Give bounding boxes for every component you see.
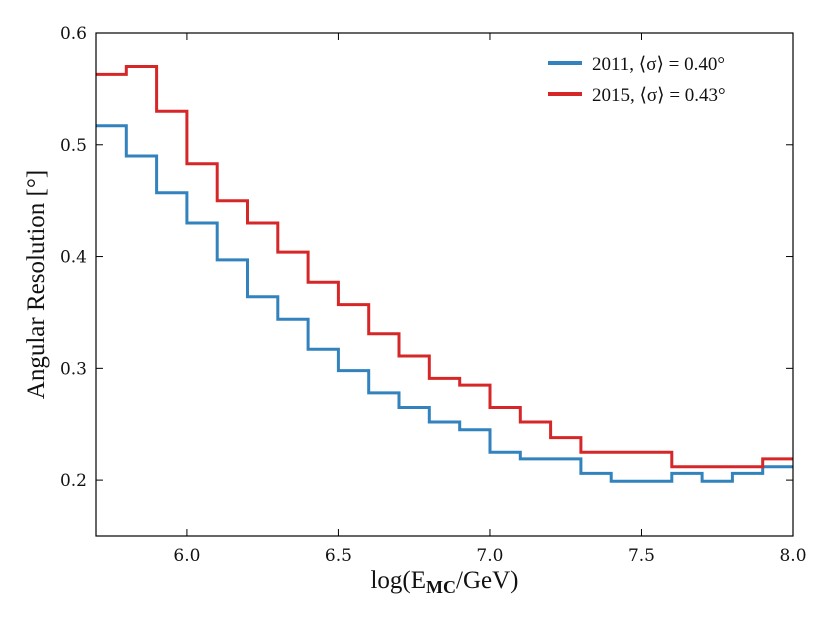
x-axis-label-tail: /GeV) [456,567,518,594]
series-line-1 [96,65,793,469]
series-line-0 [96,124,793,483]
series-layer [96,65,793,483]
legend-label-0: 2011, ⟨σ⟩ = 0.40° [592,54,725,75]
y-axis-label: Angular Resolution [°] [23,170,50,399]
y-tick-label: 0.4 [60,248,87,268]
x-axis-label-main: log(E [370,567,426,594]
legend-label-1: 2015, ⟨σ⟩ = 0.43° [592,85,726,106]
ticks-layer: 6.0 6.5 7.0 7.5 8.0 0.2 0.3 0.4 0.5 0.6 [60,24,807,566]
x-tick-label: 8.0 [779,546,806,566]
x-tick-label: 7.5 [628,546,655,566]
x-axis-label: log(EMC/GeV) [370,567,518,597]
plot-frame [95,32,794,537]
y-tick-label: 0.6 [60,24,87,44]
legend: 2011, ⟨σ⟩ = 0.40° 2015, ⟨σ⟩ = 0.43° [548,54,726,106]
x-axis-label-sub: MC [426,577,456,597]
y-tick-label: 0.5 [60,136,87,156]
x-tick-label: 6.5 [325,546,352,566]
y-tick-label: 0.2 [60,471,87,491]
y-tick-label: 0.3 [60,359,87,379]
x-tick-label: 6.0 [173,546,200,566]
x-tick-label: 7.0 [476,546,503,566]
